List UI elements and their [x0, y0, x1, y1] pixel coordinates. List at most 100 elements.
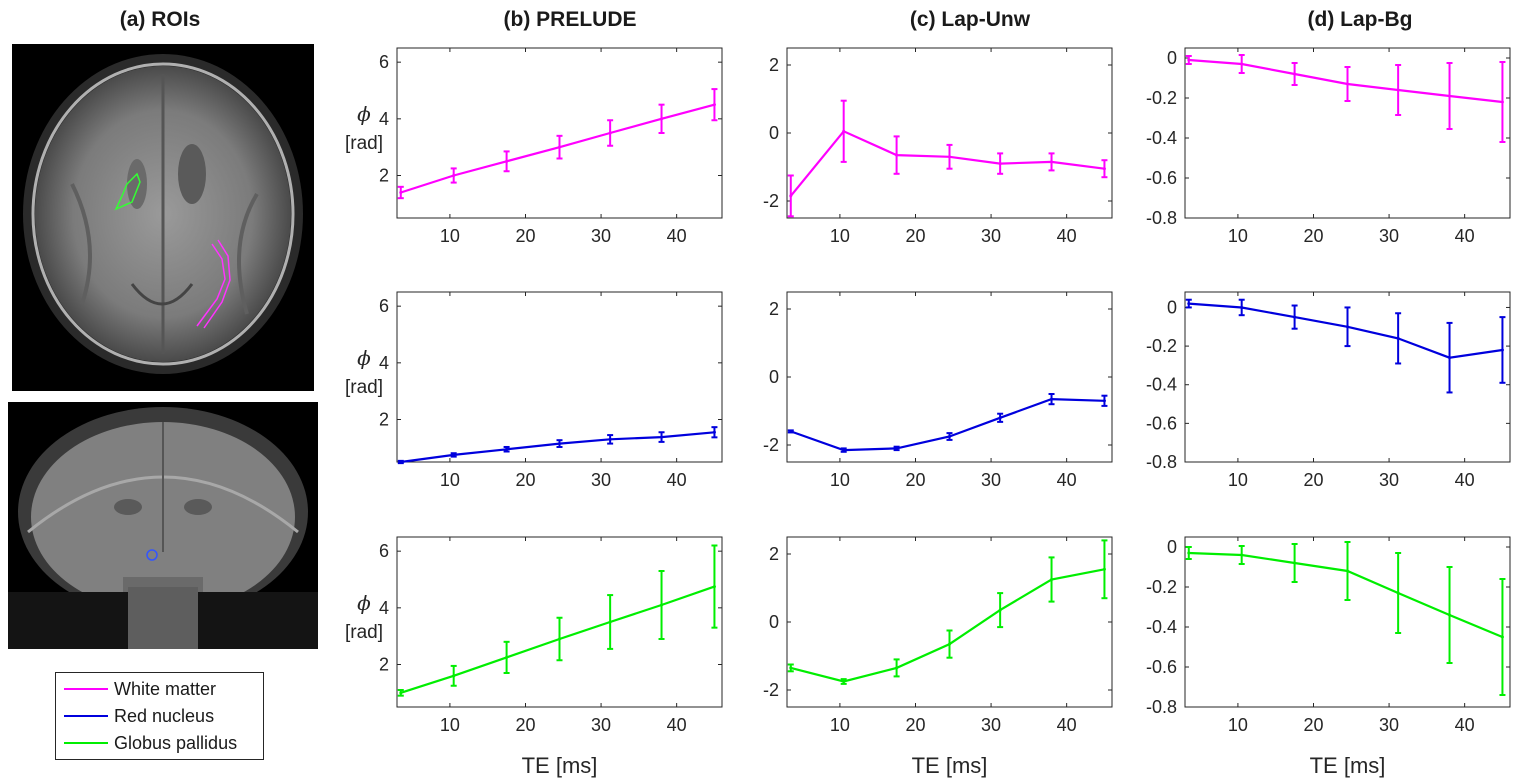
data-point — [712, 430, 716, 434]
error-bar — [556, 439, 563, 448]
data-point — [1396, 591, 1400, 595]
y-tick-label: 4 — [379, 598, 389, 618]
y-tick-label: -0.4 — [1146, 375, 1177, 395]
error-bar — [658, 570, 665, 640]
plot-frame — [786, 536, 1113, 708]
error-bar — [997, 412, 1004, 423]
data-point — [452, 453, 456, 457]
data-point — [948, 155, 951, 159]
error-bar — [450, 664, 457, 687]
x-tick-label: 40 — [667, 715, 687, 735]
data-point — [1500, 635, 1504, 639]
panel-1: 10 20 30 40 2 4 6 ϕ [rad] — [345, 47, 723, 246]
x-tick-label: 30 — [981, 470, 1001, 490]
error-bar — [893, 658, 900, 678]
y-tick-label: 0 — [769, 612, 779, 632]
error-bar — [1101, 394, 1108, 407]
x-axis-label: TE [ms] — [912, 753, 988, 778]
data-point — [1102, 167, 1106, 171]
error-bar — [997, 152, 1004, 175]
error-bar — [1446, 321, 1453, 394]
panel-7: 10 20 30 40 2 4 6 ϕ [rad] TE [ms] — [345, 536, 723, 778]
data-point — [1293, 315, 1297, 319]
error-bar — [658, 103, 665, 134]
y-tick-label: -0.8 — [1146, 452, 1177, 472]
data-point — [948, 642, 951, 646]
data-point — [1240, 553, 1244, 557]
x-tick-label: 10 — [440, 470, 460, 490]
x-tick-label: 30 — [1379, 470, 1399, 490]
x-tick-label: 40 — [667, 470, 687, 490]
x-tick-label: 20 — [1303, 715, 1323, 735]
x-tick-label: 40 — [1455, 226, 1475, 246]
y-tick-label: 4 — [379, 109, 389, 129]
error-bar — [1395, 64, 1402, 116]
title-lap-bg: (d) Lap-Bg — [1307, 8, 1413, 31]
panel-3: 10 20 30 40 0 -0.2 -0.4 -0.6 -0.8 — [1146, 47, 1511, 246]
y-tick-label: -0.8 — [1146, 208, 1177, 228]
error-bar — [787, 429, 794, 434]
x-tick-label: 30 — [591, 470, 611, 490]
plot-frame — [786, 47, 1113, 219]
y-tick-label: -0.6 — [1146, 657, 1177, 677]
data-point — [1346, 325, 1349, 329]
error-bar — [1101, 159, 1108, 179]
data-point — [608, 437, 612, 441]
y-tick-label: 2 — [769, 299, 779, 319]
error-bar — [556, 134, 563, 160]
y-axis-unit: [rad] — [345, 133, 383, 154]
data-point — [895, 446, 899, 450]
axial-mri-image — [12, 44, 314, 391]
data-point — [608, 131, 612, 135]
error-bar — [450, 452, 457, 458]
title-prelude: (b) PRELUDE — [503, 8, 637, 31]
data-point — [399, 691, 403, 695]
x-tick-label: 40 — [1455, 470, 1475, 490]
data-point — [1050, 397, 1054, 401]
error-bar — [893, 445, 900, 452]
error-bar — [946, 432, 953, 441]
error-bar — [997, 592, 1004, 629]
x-tick-label: 30 — [1379, 715, 1399, 735]
data-point — [1293, 561, 1297, 565]
error-bar — [711, 544, 718, 629]
x-tick-label: 10 — [830, 470, 850, 490]
x-tick-label: 30 — [591, 715, 611, 735]
x-tick-label: 30 — [591, 226, 611, 246]
data-point — [608, 620, 612, 624]
y-axis-symbol: ϕ — [357, 591, 371, 615]
data-point — [1187, 551, 1191, 555]
data-point — [558, 637, 561, 641]
error-bar — [503, 150, 510, 173]
x-tick-label: 10 — [1228, 715, 1248, 735]
y-tick-label: -2 — [763, 435, 779, 455]
panel-2: 10 20 30 40 -2 0 2 — [763, 47, 1113, 246]
data-point — [1293, 72, 1297, 76]
y-tick-label: 6 — [379, 52, 389, 72]
data-point — [1346, 82, 1349, 86]
x-tick-label: 20 — [1303, 226, 1323, 246]
legend-label: Red nucleus — [114, 705, 215, 726]
legend-item-red-nucleus: Red nucleus — [64, 704, 214, 728]
error-bar — [658, 431, 665, 443]
panel-6: 10 20 30 40 0 -0.2 -0.4 -0.6 -0.8 — [1146, 291, 1511, 490]
x-tick-label: 10 — [440, 715, 460, 735]
title-lap-unw: (c) Lap-Unw — [909, 8, 1031, 31]
data-point — [1500, 100, 1504, 104]
data-point — [1050, 578, 1054, 581]
data-point — [1050, 160, 1054, 164]
data-point — [842, 680, 846, 683]
plot-frame — [396, 47, 723, 219]
y-tick-label: 4 — [379, 353, 389, 373]
y-tick-label: -0.4 — [1146, 617, 1177, 637]
error-bar — [840, 447, 847, 453]
y-tick-label: 6 — [379, 541, 389, 561]
x-tick-label: 20 — [905, 715, 925, 735]
error-bar — [1185, 546, 1192, 560]
y-tick-label: 2 — [769, 544, 779, 564]
coronal-mri-image — [8, 402, 318, 649]
y-tick-label: -2 — [763, 680, 779, 700]
x-tick-label: 10 — [830, 715, 850, 735]
error-bar — [787, 174, 794, 218]
